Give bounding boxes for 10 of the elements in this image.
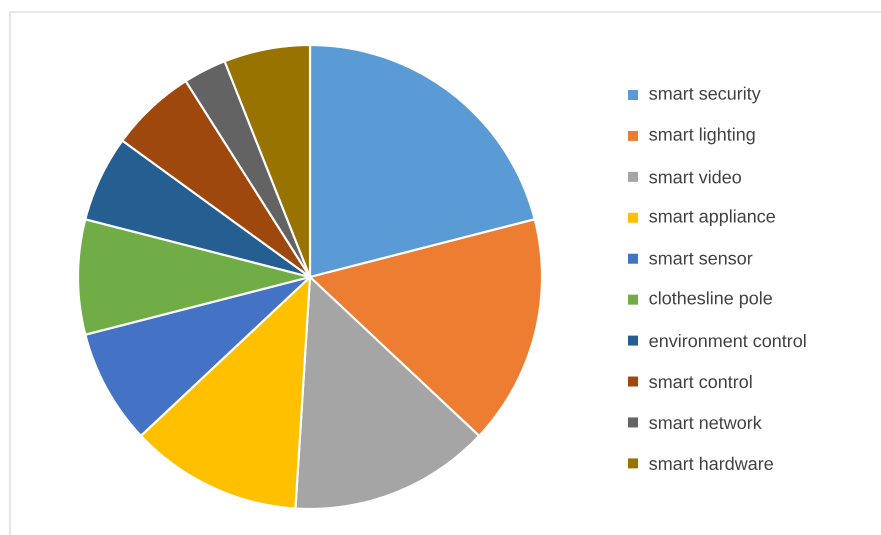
legend-label: smart security xyxy=(649,86,761,104)
legend-label: smart network xyxy=(649,416,762,430)
legend-label: smart control xyxy=(649,374,752,388)
legend-label: smart hardware xyxy=(649,456,773,470)
legend-label: environment control xyxy=(649,334,806,348)
legend-label: smart sensor xyxy=(649,252,752,265)
legend-label: clothesline pole xyxy=(649,291,772,308)
legend-label: smart appliance xyxy=(649,209,775,226)
legend-label: smart lighting xyxy=(649,128,755,144)
legend-label: smart video xyxy=(649,170,741,184)
